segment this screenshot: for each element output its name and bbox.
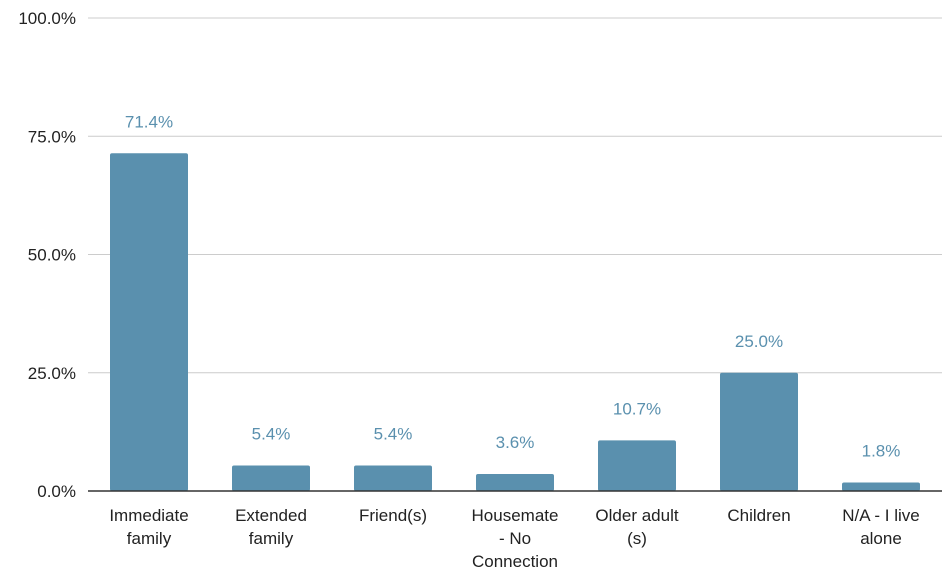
category-label-line: family (249, 529, 294, 548)
category-label-line: Extended (235, 506, 307, 525)
y-tick-label: 0.0% (37, 482, 76, 501)
category-label: Housemate - No Connection (472, 506, 559, 571)
bar-data-label: 71.4% (125, 112, 173, 131)
category-label-line: Housemate (472, 506, 559, 525)
bar (476, 473, 554, 491)
category-label-line: - No (499, 529, 531, 548)
bar (110, 153, 188, 491)
category-label: Immediate family (109, 506, 188, 548)
category-label: Children (727, 506, 790, 525)
category-label-line: Immediate (109, 506, 188, 525)
category-label: Friend(s) (359, 506, 427, 525)
category-label: N/A - I live alone (842, 506, 919, 548)
category-label: Older adult (s) (595, 506, 678, 548)
bar (354, 465, 432, 491)
bar (720, 372, 798, 491)
category-label-line: family (127, 529, 172, 548)
category-label-line: alone (860, 529, 902, 548)
bars (110, 153, 920, 491)
y-axis-tick-labels: 0.0% 25.0% 50.0% 75.0% 100.0% (18, 9, 76, 501)
bar-data-label: 5.4% (374, 424, 413, 443)
gridlines (88, 17, 942, 374)
category-label-line: N/A - I live (842, 506, 919, 525)
category-label-line: Older adult (595, 506, 678, 525)
bar (842, 482, 920, 491)
y-tick-label: 75.0% (28, 127, 76, 146)
x-axis-category-labels: Immediate family Extended family Friend(s) Ho… (109, 506, 919, 571)
bar-data-label: 25.0% (735, 332, 783, 351)
y-tick-label: 50.0% (28, 246, 76, 265)
category-label-line: Connection (472, 552, 558, 571)
bar (598, 440, 676, 491)
bar-data-label: 5.4% (252, 424, 291, 443)
bar-data-label: 1.8% (862, 441, 901, 460)
bar-data-label: 10.7% (613, 399, 661, 418)
category-label: Extended family (235, 506, 307, 548)
category-label-line: (s) (627, 529, 647, 548)
category-label-line: Children (727, 506, 790, 525)
bar-data-label: 3.6% (496, 433, 535, 452)
y-tick-label: 100.0% (18, 9, 76, 28)
data-labels: 71.4% 5.4% 5.4% 3.6% 10.7% 25.0% 1.8% (125, 112, 900, 460)
category-label-line: Friend(s) (359, 506, 427, 525)
y-tick-label: 25.0% (28, 364, 76, 383)
bar (232, 465, 310, 491)
